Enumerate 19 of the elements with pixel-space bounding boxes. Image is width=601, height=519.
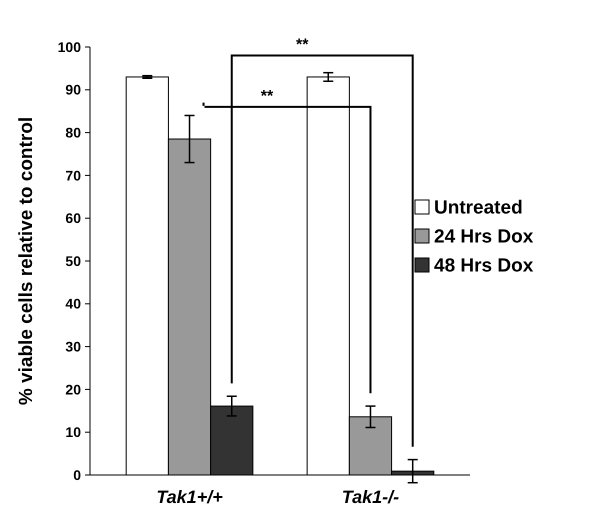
x-tick-label: Tak1-/- (342, 487, 400, 507)
y-tick-label: 80 (65, 124, 82, 140)
y-tick-label: 100 (58, 38, 82, 55)
annotation: ** (260, 88, 274, 105)
legend-label: 24 Hrs Dox (434, 226, 534, 248)
y-tick-label: 20 (65, 381, 82, 398)
y-tick-label: 0 (73, 466, 82, 483)
annotation: ** (296, 36, 310, 54)
y-tick-label: 30 (65, 338, 82, 354)
legend-label: 48 Hrs Dox (434, 256, 534, 277)
x-tick-label: Tak1+/+ (156, 487, 224, 507)
y-axis-title: % viable cells relative to control (16, 116, 37, 406)
legend-label: Untreated (434, 198, 523, 219)
y-tick-label: 90 (65, 82, 82, 98)
y-tick-label: 50 (65, 252, 82, 269)
y-tick-label: 70 (65, 167, 82, 184)
y-tick-label: 40 (65, 296, 82, 312)
y-tick-label: 60 (65, 210, 82, 226)
y-tick-label: 10 (65, 424, 82, 440)
